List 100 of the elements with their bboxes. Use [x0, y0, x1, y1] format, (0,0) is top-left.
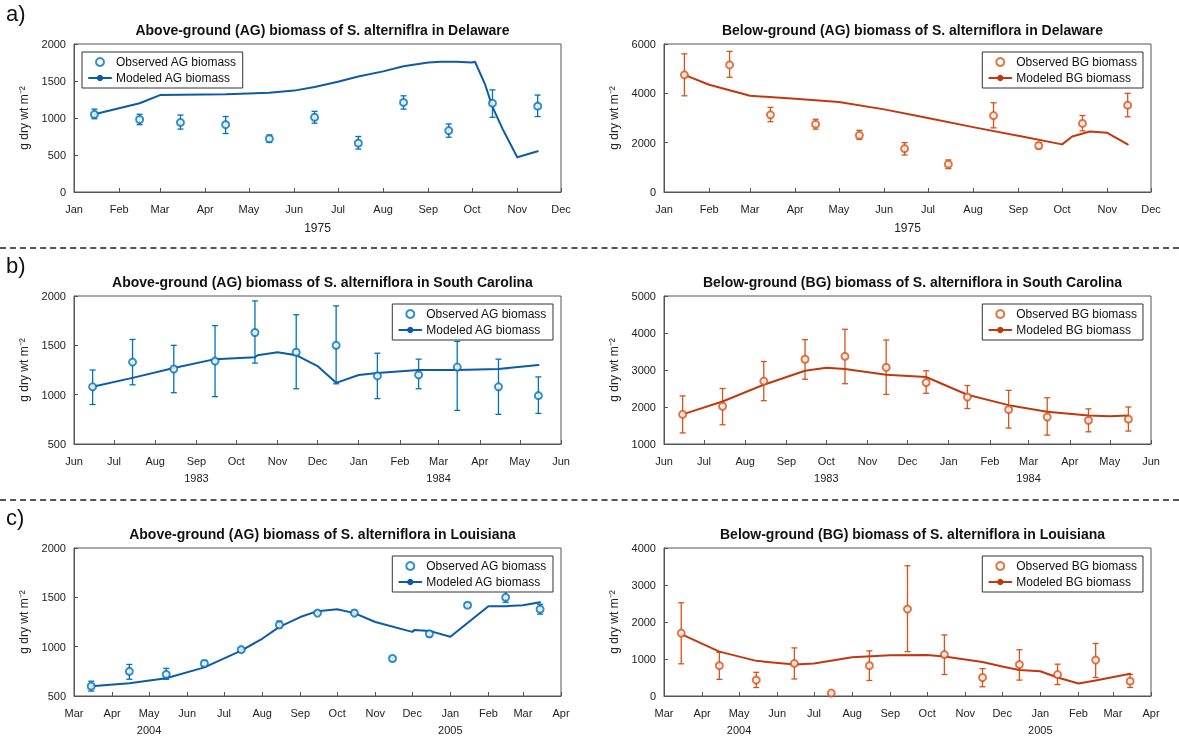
legend-label: Modeled BG biomass	[1016, 575, 1132, 589]
point	[175, 117, 185, 127]
y-tick-label: 2000	[631, 616, 656, 628]
x-tick-label: Aug	[963, 202, 983, 215]
x-tick-label: Sep	[1008, 202, 1029, 215]
x-tick-label: Nov	[955, 706, 976, 719]
point	[678, 409, 688, 419]
x-tick-label: May	[1099, 454, 1121, 467]
x-tick-label: Jun	[768, 706, 787, 719]
chart-title: Below-ground (AG) biomass of S. alterniflora in Delaware	[721, 22, 1104, 38]
x-tick-label: Feb	[109, 202, 129, 215]
point	[676, 628, 686, 638]
y-tick-label: 1000	[631, 438, 656, 450]
y-axis-title: g dry wt m⁻²	[17, 338, 31, 402]
x-tick-label: Mar	[740, 202, 760, 215]
point	[1123, 100, 1133, 110]
y-tick-label: 2000	[41, 38, 66, 50]
y-tick-label: 1000	[41, 388, 66, 401]
point	[1123, 414, 1133, 424]
y-tick-label: 4000	[631, 542, 656, 554]
y-tick-label: 5000	[631, 290, 656, 302]
x-tick-label: Oct	[328, 706, 346, 719]
x-tick-label: Jun	[178, 706, 197, 719]
y-tick-label: 2000	[41, 290, 66, 302]
point	[765, 110, 775, 120]
y-axis-title: g dry wt m⁻²	[607, 86, 621, 150]
x-tick-label: Nov	[365, 706, 386, 719]
point	[921, 378, 931, 388]
y-tick-label: 4000	[631, 87, 656, 100]
point	[800, 354, 810, 364]
legend-label: Modeled BG biomass	[1016, 71, 1132, 85]
x-tick-label: Mar	[1103, 706, 1123, 719]
x-tick-label: Oct	[918, 706, 936, 719]
y-tick-label: 500	[47, 690, 66, 702]
y-tick-label: 6000	[631, 38, 656, 50]
point	[169, 364, 179, 374]
x-tick-label: Aug	[735, 454, 755, 467]
x-tick-label: Apr	[103, 706, 122, 719]
x-tick-label: Dec	[1141, 202, 1162, 215]
point	[88, 382, 98, 392]
y-tick-label: 2000	[41, 542, 66, 554]
x-tick-label: Apr	[693, 706, 712, 719]
x-tick-label: Aug	[842, 706, 862, 719]
x-tick-label: May	[238, 202, 260, 215]
point	[1083, 415, 1093, 425]
x-tick-label: Dec	[551, 202, 572, 215]
x-tick-label: May	[509, 454, 531, 467]
x-tick-label: Jul	[217, 706, 232, 719]
x-tick-label: Jul	[106, 454, 121, 467]
chart-title: Above-ground (AG) biomass of S. alterniflora in South Carolina	[112, 274, 534, 290]
legend-label: Observed AG biomass	[116, 55, 237, 69]
x-tick-label: Mar 1984	[426, 454, 451, 484]
x-tick-label: Sep	[290, 706, 311, 719]
x-tick-label: Aug	[373, 202, 393, 215]
point	[221, 120, 231, 130]
point	[903, 604, 912, 614]
x-tick-label: Apr	[1142, 706, 1160, 719]
y-tick-label: 1500	[41, 339, 66, 352]
legend-label: Modeled AG biomass	[116, 71, 231, 85]
y-tick-label: 0	[59, 186, 66, 198]
x-axis-title: 1975	[894, 220, 922, 235]
x-tick-label: Sep	[776, 454, 797, 467]
legend-label: Modeled BG biomass	[1016, 323, 1132, 337]
point	[759, 376, 769, 386]
point	[789, 658, 799, 668]
point	[444, 126, 454, 136]
point	[978, 673, 988, 682]
point	[533, 101, 543, 111]
x-tick-label: Jan	[655, 202, 673, 215]
x-tick-label: Aug	[252, 706, 272, 719]
y-tick-label: 500	[47, 438, 66, 450]
point	[881, 362, 891, 372]
point	[452, 362, 462, 372]
x-tick-label: Jan	[939, 454, 958, 467]
point	[864, 661, 874, 671]
y-tick-label: 1000	[41, 640, 66, 653]
x-tick-label: Feb	[980, 454, 1000, 467]
x-tick-label: Oct	[463, 202, 481, 215]
legend-label: Observed BG biomass	[1016, 55, 1137, 69]
text: b)	[6, 252, 26, 278]
legend-label: Observed AG biomass	[426, 559, 547, 573]
legend-label: Observed BG biomass	[1016, 559, 1137, 573]
x-tick-label: Jan	[349, 454, 368, 467]
point	[291, 347, 301, 357]
point	[124, 666, 134, 676]
point	[1004, 405, 1014, 415]
x-tick-label: Dec	[402, 706, 423, 719]
x-tick-label: Jul	[330, 202, 345, 215]
point	[372, 371, 382, 381]
x-tick-label: Apr	[1061, 454, 1079, 467]
y-tick-label: 1000	[41, 112, 66, 124]
x-tick-label: Apr	[196, 202, 215, 215]
point	[718, 401, 728, 411]
x-tick-label: Apr	[552, 706, 570, 719]
x-tick-label: Mar	[654, 706, 674, 719]
point	[1053, 670, 1063, 680]
x-tick-label: May	[828, 202, 850, 215]
point	[533, 391, 543, 401]
y-tick-label: 1500	[41, 591, 66, 604]
x-tick-label: May 2004	[726, 706, 752, 736]
